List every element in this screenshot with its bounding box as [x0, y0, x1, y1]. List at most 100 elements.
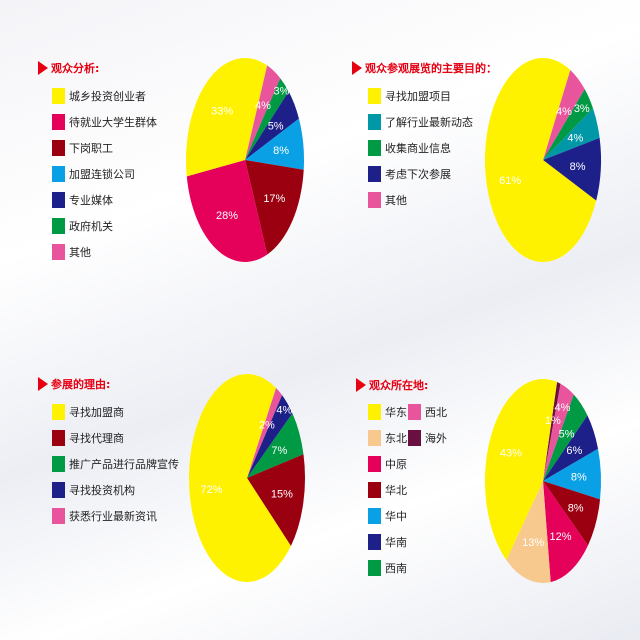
- legend-label: 寻找投资机构: [69, 483, 135, 497]
- pie-slice: [543, 448, 601, 500]
- legend-swatch: [52, 166, 65, 182]
- legend-swatch: [52, 114, 65, 130]
- pie-slice: [245, 118, 304, 170]
- data-label: 28%: [216, 210, 238, 222]
- legend-label: 推广产品进行品牌宣传: [69, 457, 179, 471]
- legend-label: 海外: [425, 431, 447, 445]
- legend-swatch: [52, 192, 65, 208]
- legend-swatch: [408, 404, 421, 420]
- pie-slice: [186, 160, 268, 262]
- data-label: 61%: [499, 175, 521, 187]
- title-marker-icon: [356, 378, 366, 392]
- legend-label: 专业媒体: [69, 193, 113, 207]
- data-label: 3%: [274, 85, 290, 97]
- data-label: 4%: [556, 106, 572, 118]
- legend-swatch: [52, 456, 65, 472]
- legend-swatch: [368, 534, 381, 550]
- pie-slice: [543, 481, 601, 546]
- legend-label: 寻找加盟商: [69, 405, 124, 419]
- legend-label: 政府机关: [69, 219, 113, 233]
- legend-swatch: [52, 482, 65, 498]
- title-marker-icon: [38, 377, 48, 391]
- data-label: 17%: [263, 193, 285, 205]
- pie-slice: [543, 89, 593, 160]
- pie-slice: [543, 383, 574, 481]
- legend-label: 城乡投资创业者: [69, 89, 146, 103]
- legend-label: 华中: [385, 509, 407, 523]
- legend-label: 中原: [385, 458, 407, 471]
- data-label: 43%: [500, 448, 522, 460]
- pie-slice: [247, 413, 304, 478]
- legend-swatch: [52, 88, 65, 104]
- pie-slice: [543, 394, 588, 481]
- pie-slice: [245, 160, 304, 255]
- data-label: 4%: [276, 405, 292, 417]
- pie-slice: [543, 137, 601, 201]
- data-label: 3%: [574, 103, 590, 115]
- pie-slice: [247, 395, 293, 478]
- legend-label: 下岗职工: [69, 142, 113, 155]
- title-marker-icon: [38, 61, 48, 75]
- legend-label: 华北: [385, 483, 407, 497]
- legend-label: 其他: [69, 246, 91, 259]
- data-label: 8%: [273, 145, 289, 157]
- chart-title: 观众参观展览的主要目的：: [365, 61, 497, 75]
- data-label: 7%: [271, 445, 287, 457]
- legend-swatch: [368, 192, 381, 208]
- pie-slice: [189, 373, 291, 582]
- legend-label: 华东: [385, 405, 407, 419]
- pie-slice: [485, 58, 597, 263]
- legend-label: 加盟连锁公司: [69, 167, 135, 181]
- legend-label: 西北: [425, 406, 447, 419]
- pie-slice: [543, 415, 599, 481]
- legend-swatch: [368, 456, 381, 472]
- legend-swatch: [368, 88, 381, 104]
- legend-swatch: [368, 560, 381, 576]
- data-label: 4%: [255, 100, 271, 112]
- pie-slice: [543, 108, 600, 160]
- legend-label: 其他: [385, 194, 407, 207]
- legend-swatch: [52, 218, 65, 234]
- pie-slice: [543, 69, 585, 160]
- data-label: 6%: [566, 445, 582, 457]
- data-label: 8%: [570, 161, 586, 173]
- pie-slice: [543, 481, 588, 583]
- data-label: 72%: [201, 484, 223, 496]
- pie-slice: [245, 78, 289, 160]
- pie-slice: [543, 382, 561, 481]
- legend-swatch: [368, 430, 381, 446]
- legend-label: 待就业大学生群体: [69, 115, 157, 129]
- legend-label: 华南: [385, 535, 407, 549]
- data-label: 4%: [567, 133, 583, 145]
- legend-label: 寻找加盟项目: [385, 89, 451, 103]
- legend-swatch: [52, 508, 65, 524]
- legend-swatch: [368, 114, 381, 130]
- legend-swatch: [52, 404, 65, 420]
- data-label: 4%: [555, 402, 571, 414]
- pie-slice: [186, 58, 268, 177]
- legend-label: 获悉行业最新资讯: [69, 509, 157, 523]
- legend-swatch: [408, 430, 421, 446]
- chart-title: 参展的理由:: [51, 377, 110, 391]
- data-label: 12%: [550, 531, 572, 543]
- legend-swatch: [368, 508, 381, 524]
- legend-swatch: [368, 482, 381, 498]
- legend-label: 寻找代理商: [69, 431, 124, 445]
- legend-swatch: [52, 244, 65, 260]
- data-label: 33%: [211, 106, 233, 118]
- data-label: 1%: [545, 415, 561, 427]
- title-marker-icon: [352, 61, 362, 75]
- legend-swatch: [52, 140, 65, 156]
- data-label: 2%: [259, 419, 275, 431]
- legend-swatch: [368, 404, 381, 420]
- data-label: 8%: [568, 503, 584, 515]
- pie-slice: [485, 379, 558, 561]
- chart-title: 观众分析:: [51, 61, 99, 75]
- legend-label: 西南: [385, 562, 407, 575]
- pie-chart-1: 观众分析: 城乡投资创业者待就业大学生群体下岗职工加盟连锁公司专业媒体政府机关其他…: [38, 58, 304, 262]
- pie-slice: [247, 387, 283, 478]
- data-label: 13%: [522, 537, 544, 549]
- legend-swatch: [368, 166, 381, 182]
